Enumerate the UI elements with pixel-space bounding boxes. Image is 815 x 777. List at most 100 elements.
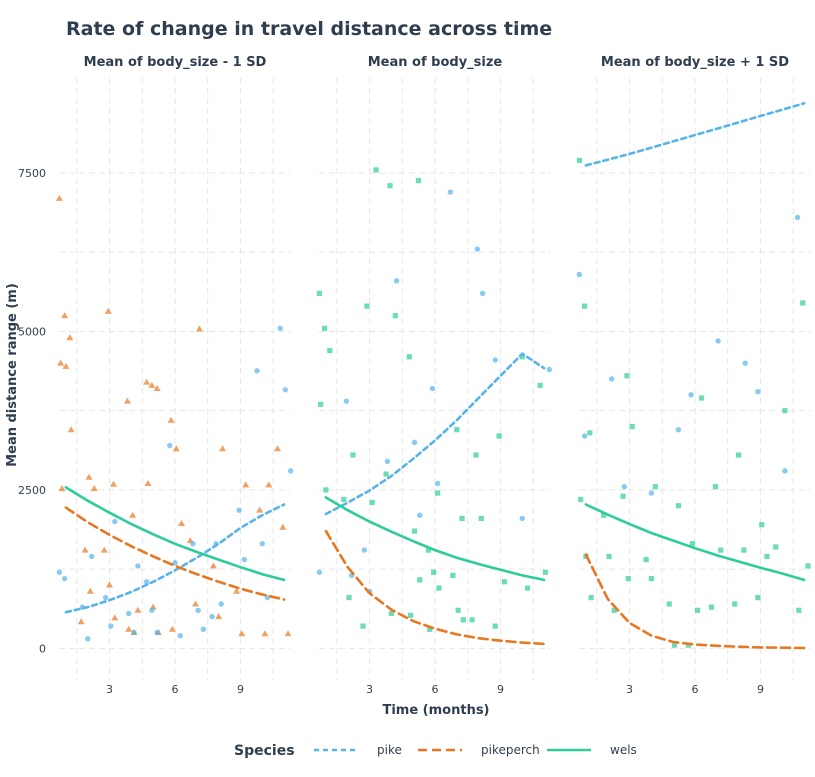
data-point-pike bbox=[581, 433, 588, 439]
data-point-pike bbox=[143, 579, 150, 585]
data-point-pikeperch bbox=[123, 397, 131, 404]
data-point-pike bbox=[546, 366, 553, 373]
data-point-pikeperch bbox=[219, 445, 227, 452]
data-point-pike bbox=[200, 626, 207, 633]
data-point-wels bbox=[712, 484, 719, 490]
x-tick-label: 3 bbox=[626, 683, 633, 696]
data-point-pike bbox=[108, 623, 114, 629]
fit-line-pikeperch bbox=[64, 506, 286, 601]
data-points bbox=[576, 157, 811, 648]
data-point-pike bbox=[343, 398, 350, 404]
data-point-wels bbox=[473, 452, 479, 458]
data-point-pike bbox=[195, 607, 201, 613]
data-point-pikeperch bbox=[109, 480, 117, 487]
data-point-pike bbox=[135, 563, 141, 569]
data-point-pikeperch bbox=[134, 606, 142, 613]
data-point-pikeperch bbox=[172, 445, 180, 452]
data-point-wels bbox=[782, 408, 788, 414]
data-point-pike bbox=[675, 426, 682, 433]
fit-lines bbox=[324, 352, 546, 646]
data-point-wels bbox=[652, 484, 658, 490]
data-point-wels bbox=[411, 528, 418, 534]
x-tick-label: 6 bbox=[432, 683, 439, 696]
data-point-pike bbox=[794, 214, 801, 221]
data-point-pikeperch bbox=[100, 546, 108, 553]
data-point-pike bbox=[361, 547, 368, 553]
data-point-pike bbox=[209, 613, 215, 620]
data-point-pike bbox=[259, 541, 265, 547]
data-point-wels bbox=[369, 499, 375, 506]
data-point-pike bbox=[479, 290, 486, 297]
data-point-pikeperch bbox=[90, 485, 98, 492]
data-point-wels bbox=[578, 496, 584, 502]
data-point-pike bbox=[149, 607, 155, 613]
data-point-pike bbox=[474, 246, 481, 252]
data-point-pike bbox=[688, 392, 694, 398]
data-point-wels bbox=[695, 607, 701, 613]
data-point-pikeperch bbox=[86, 587, 94, 594]
legend-title: Species bbox=[234, 743, 295, 759]
data-point-pikeperch bbox=[274, 445, 282, 452]
data-point-wels bbox=[587, 430, 593, 436]
data-point-pike bbox=[154, 629, 160, 636]
data-point-pike bbox=[755, 388, 761, 395]
data-point-pikeperch bbox=[66, 334, 74, 341]
data-point-pike bbox=[167, 442, 173, 449]
data-point-wels bbox=[327, 347, 333, 354]
data-point-wels bbox=[582, 303, 588, 309]
data-point-wels bbox=[501, 579, 507, 585]
data-point-wels bbox=[392, 313, 398, 319]
data-point-wels bbox=[601, 512, 607, 518]
data-point-wels bbox=[698, 395, 705, 401]
data-point-pikeperch bbox=[81, 546, 89, 553]
x-tick-label: 9 bbox=[757, 683, 764, 696]
data-point-pikeperch bbox=[61, 312, 69, 319]
data-point-pikeperch bbox=[62, 362, 70, 369]
facet-panel: Mean of body_size - 1 SD 3 6 9 bbox=[55, 55, 294, 696]
data-point-wels bbox=[373, 167, 379, 173]
data-point-pikeperch bbox=[143, 378, 151, 385]
data-point-wels bbox=[406, 354, 412, 360]
fit-line-pikeperch bbox=[584, 553, 806, 650]
x-tick-label: 9 bbox=[497, 683, 504, 696]
data-point-pike bbox=[576, 271, 583, 278]
data-point-wels bbox=[383, 471, 389, 477]
data-points bbox=[316, 167, 553, 632]
data-point-pike bbox=[384, 458, 391, 465]
y-tick-label: 7500 bbox=[18, 167, 46, 180]
data-point-pikeperch bbox=[209, 562, 217, 569]
data-point-wels bbox=[718, 547, 724, 553]
data-point-wels bbox=[364, 303, 370, 309]
y-tick-labels: 0 2500 5000 7500 bbox=[18, 167, 46, 655]
data-point-wels bbox=[624, 373, 630, 379]
data-point-wels bbox=[322, 325, 328, 331]
x-tick-label: 6 bbox=[172, 683, 179, 696]
data-point-wels bbox=[341, 496, 347, 502]
data-point-wels bbox=[407, 612, 414, 618]
data-point-pikeperch bbox=[215, 613, 223, 620]
data-point-pike bbox=[608, 376, 615, 382]
data-point-pikeperch bbox=[104, 307, 112, 314]
data-point-wels bbox=[796, 607, 802, 613]
data-point-wels bbox=[436, 585, 442, 591]
x-tick-label: 3 bbox=[106, 683, 113, 696]
data-point-pike bbox=[131, 629, 137, 636]
fit-line-pikeperch bbox=[324, 529, 546, 646]
data-point-wels bbox=[388, 610, 394, 617]
data-point-pike bbox=[190, 541, 196, 547]
fit-line-wels bbox=[584, 503, 806, 582]
gridlines bbox=[59, 78, 291, 680]
data-point-pike bbox=[411, 439, 418, 446]
data-point-pike bbox=[621, 484, 628, 490]
facet-label: Mean of body_size + 1 SD bbox=[601, 55, 789, 70]
data-point-wels bbox=[469, 617, 475, 623]
data-point-wels bbox=[643, 557, 649, 563]
fit-line-pike bbox=[324, 352, 546, 516]
data-point-wels bbox=[675, 503, 682, 509]
data-point-wels bbox=[800, 300, 806, 306]
data-point-wels bbox=[755, 595, 761, 601]
x-tick-label: 3 bbox=[366, 683, 373, 696]
data-point-wels bbox=[360, 623, 366, 629]
x-tick-label: 6 bbox=[692, 683, 699, 696]
